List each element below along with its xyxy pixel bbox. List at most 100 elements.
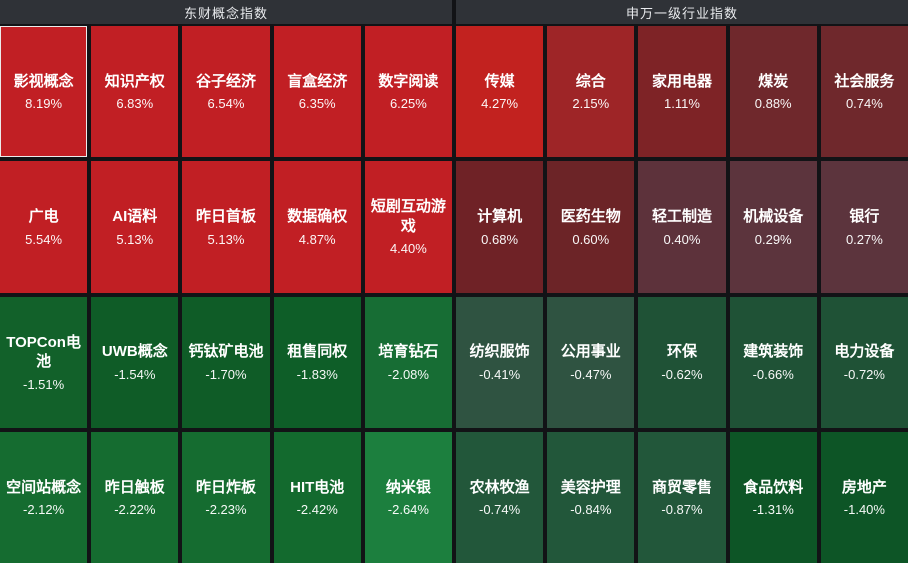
heatmap-cell[interactable]: 环保 -0.62% xyxy=(638,296,726,428)
heatmap-cell[interactable]: AI语料 5.13% xyxy=(91,161,179,293)
heatmap-cell[interactable]: HIT电池 -2.42% xyxy=(273,431,361,563)
cell-name: 环保 xyxy=(666,343,697,361)
cell-name: 综合 xyxy=(575,72,606,90)
heatmap-cell[interactable]: 租售同权 -1.83% xyxy=(273,296,361,428)
cell-change: -1.40% xyxy=(843,502,885,518)
cell-change: -2.22% xyxy=(114,502,156,518)
heatmap-cell[interactable]: 纳米银 -2.64% xyxy=(364,431,452,563)
cell-change: 2.15% xyxy=(572,96,610,112)
section-title-industry: 申万一级行业指数 xyxy=(456,0,908,24)
cell-change: -0.87% xyxy=(661,502,703,518)
heatmap-cell[interactable]: TOPCon电池 -1.51% xyxy=(0,296,88,428)
cell-name: 广电 xyxy=(28,208,59,226)
heatmap-cell[interactable]: 谷子经济 6.54% xyxy=(182,26,270,158)
cell-name: 数据确权 xyxy=(287,208,348,226)
cell-change: 5.13% xyxy=(207,231,245,247)
cell-change: 0.88% xyxy=(754,96,792,112)
cell-name: AI语料 xyxy=(112,208,158,226)
heatmap-cell[interactable]: 银行 0.27% xyxy=(820,161,908,293)
cell-name: 昨日触板 xyxy=(104,478,165,496)
heatmap-cell[interactable]: 传媒 4.27% xyxy=(455,26,544,158)
heatmap-cell[interactable]: 计算机 0.68% xyxy=(455,161,544,293)
heatmap-cell[interactable]: 综合 2.15% xyxy=(547,26,635,158)
cell-name: 机械设备 xyxy=(743,208,804,226)
cell-name: 谷子经济 xyxy=(195,72,256,90)
heatmap-cell[interactable]: 数字阅读 6.25% xyxy=(364,26,452,158)
heatmap-cell[interactable]: 农林牧渔 -0.74% xyxy=(455,431,544,563)
heatmap-cell[interactable]: 医药生物 0.60% xyxy=(547,161,635,293)
cell-name: 电力设备 xyxy=(834,343,895,361)
section-headers: 东财概念指数 申万一级行业指数 xyxy=(0,0,908,24)
heatmap-cell[interactable]: 家用电器 1.11% xyxy=(638,26,726,158)
cell-name: 纳米银 xyxy=(385,478,431,496)
heatmap-cell[interactable]: 昨日炸板 -2.23% xyxy=(182,431,270,563)
cell-change: 0.68% xyxy=(481,231,519,247)
cell-name: 纺织服饰 xyxy=(469,343,530,361)
heatmap-grid: 影视概念 8.19% 知识产权 6.83% 谷子经济 6.54% 盲盒经济 6.35% … xyxy=(0,26,908,563)
cell-name: 知识产权 xyxy=(104,72,165,90)
cell-change: -2.08% xyxy=(387,366,429,382)
cell-change: 8.19% xyxy=(25,96,63,112)
cell-change: 4.87% xyxy=(298,231,336,247)
cell-change: -1.54% xyxy=(114,366,156,382)
cell-name: 租售同权 xyxy=(287,343,348,361)
cell-change: 6.35% xyxy=(298,96,336,112)
heatmap-cell[interactable]: 轻工制造 0.40% xyxy=(638,161,726,293)
cell-name: 计算机 xyxy=(477,208,523,226)
cell-name: 轻工制造 xyxy=(651,208,712,226)
heatmap-cell[interactable]: 煤炭 0.88% xyxy=(729,26,817,158)
heatmap-cell[interactable]: 广电 5.54% xyxy=(0,161,88,293)
heatmap-cell[interactable]: 盲盒经济 6.35% xyxy=(273,26,361,158)
heatmap-cell[interactable]: 公用事业 -0.47% xyxy=(547,296,635,428)
cell-name: HIT电池 xyxy=(290,478,345,496)
cell-name: 家用电器 xyxy=(651,72,712,90)
heatmap-cell[interactable]: 钙钛矿电池 -1.70% xyxy=(182,296,270,428)
cell-name: 盲盒经济 xyxy=(287,72,348,90)
heatmap-cell[interactable]: 影视概念 8.19% xyxy=(0,26,88,158)
heatmap-cell[interactable]: 电力设备 -0.72% xyxy=(820,296,908,428)
heatmap-cell[interactable]: 社会服务 0.74% xyxy=(820,26,908,158)
cell-name: 昨日炸板 xyxy=(195,478,256,496)
heatmap-cell[interactable]: 机械设备 0.29% xyxy=(729,161,817,293)
heatmap-cell[interactable]: 建筑装饰 -0.66% xyxy=(729,296,817,428)
cell-change: 0.27% xyxy=(845,231,883,247)
heatmap-cell[interactable]: 短剧互动游戏 4.40% xyxy=(364,161,452,293)
cell-change: -1.51% xyxy=(22,376,65,392)
cell-name: 银行 xyxy=(849,208,880,226)
cell-change: -1.70% xyxy=(205,366,247,382)
cell-name: 空间站概念 xyxy=(6,478,82,496)
cell-name: TOPCon电池 xyxy=(6,333,81,371)
heatmap-cell[interactable]: 食品饮料 -1.31% xyxy=(729,431,817,563)
heatmap-cell[interactable]: 昨日触板 -2.22% xyxy=(91,431,179,563)
cell-change: -2.64% xyxy=(387,502,429,518)
cell-change: 6.54% xyxy=(207,96,245,112)
heatmap-cell[interactable]: 培育钻石 -2.08% xyxy=(364,296,452,428)
cell-change: -2.42% xyxy=(296,502,338,518)
section-title-concept: 东财概念指数 xyxy=(0,0,452,24)
cell-name: 短剧互动游戏 xyxy=(370,198,446,235)
cell-change: -2.23% xyxy=(205,502,247,518)
cell-change: 5.13% xyxy=(116,231,154,247)
cell-change: 5.54% xyxy=(25,231,63,247)
heatmap-cell[interactable]: 数据确权 4.87% xyxy=(273,161,361,293)
heatmap-cell[interactable]: UWB概念 -1.54% xyxy=(91,296,179,428)
cell-name: 传媒 xyxy=(484,72,515,90)
cell-change: -0.74% xyxy=(478,502,521,518)
cell-name: 公用事业 xyxy=(560,343,621,361)
heatmap-cell[interactable]: 昨日首板 5.13% xyxy=(182,161,270,293)
heatmap-cell[interactable]: 商贸零售 -0.87% xyxy=(638,431,726,563)
cell-change: 0.60% xyxy=(572,231,610,247)
heatmap-cell[interactable]: 知识产权 6.83% xyxy=(91,26,179,158)
cell-change: 0.74% xyxy=(845,96,883,112)
heatmap-cell[interactable]: 纺织服饰 -0.41% xyxy=(455,296,544,428)
heatmap-cell[interactable]: 房地产 -1.40% xyxy=(820,431,908,563)
heatmap-cell[interactable]: 空间站概念 -2.12% xyxy=(0,431,88,563)
cell-name: 煤炭 xyxy=(758,72,789,90)
cell-name: UWB概念 xyxy=(101,343,168,361)
cell-change: 6.83% xyxy=(116,96,154,112)
cell-name: 农林牧渔 xyxy=(469,478,530,496)
cell-name: 美容护理 xyxy=(560,478,621,496)
cell-name: 昨日首板 xyxy=(195,208,256,226)
heatmap-cell[interactable]: 美容护理 -0.84% xyxy=(547,431,635,563)
